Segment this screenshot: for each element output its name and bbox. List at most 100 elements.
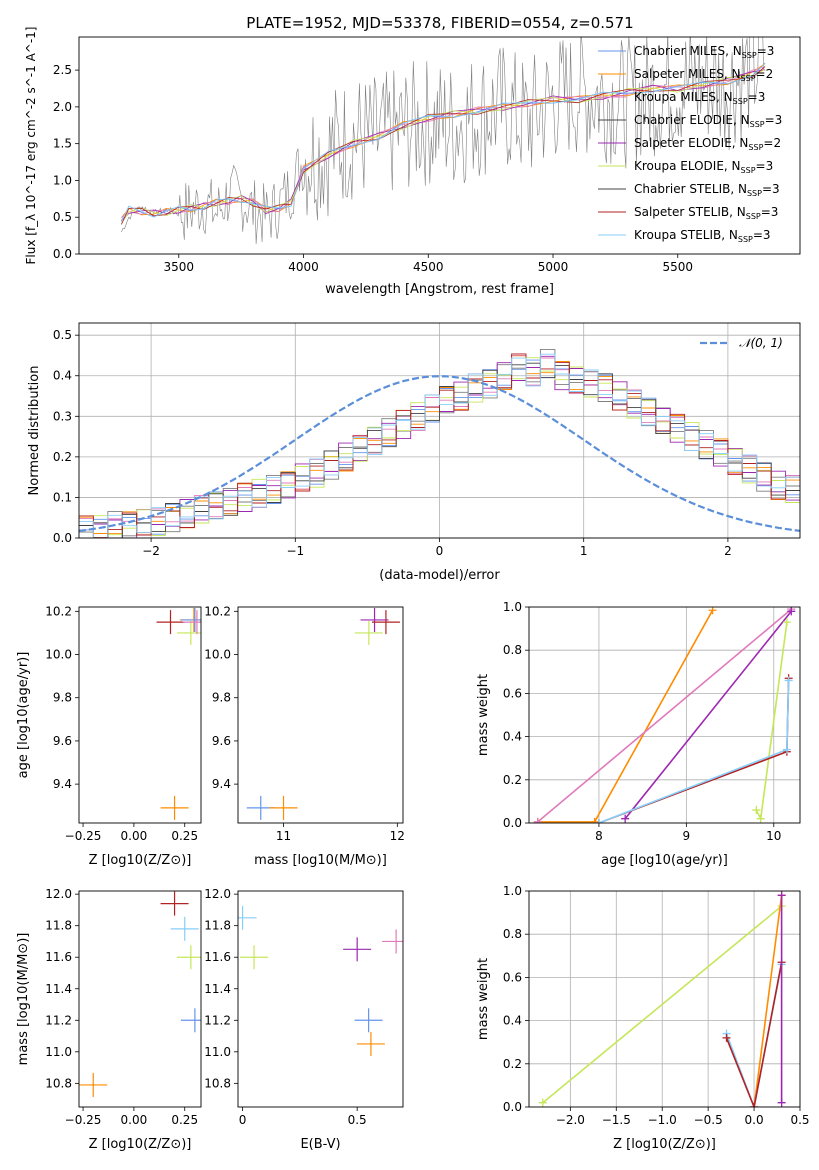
age-vs-mass-ytick-label: 9.4 [212,777,231,791]
weight-series-line [542,905,783,1104]
weight-series-line [537,608,792,823]
weight-vs-age-xtick-label: 9 [683,829,691,843]
weight-series-line [753,895,783,1107]
mass-vs-z-ytick-label: 12.0 [45,887,72,901]
age-vs-z-ytick-label: 10.0 [45,648,72,662]
weight-marker [777,1098,786,1107]
weight-vs-z-ytick-label: 0.6 [503,970,522,984]
spectrum-xtick-label: 4500 [413,260,444,274]
mass-vs-z-panel [75,890,202,1111]
spectrum-legend-label: Chabrier ELODIE, NSSP=3 [634,113,782,129]
residuals-plot-area [79,323,800,538]
weight-vs-age-ytick-label: 0.4 [503,730,522,744]
age-vs-z-xtick-label: −0.25 [65,829,102,843]
mass-vs-z-xtick-label: 0.00 [121,1113,148,1127]
weight-vs-z-xtick-label: −0.5 [694,1113,723,1127]
spectrum-ytick-label: 1.5 [53,137,72,151]
gaussian-curve [79,375,800,532]
weight-marker [756,814,765,823]
spectrum-legend-label: Chabrier STELIB, NSSP=3 [634,182,780,198]
mass-vs-ebv-xtick-label: 0 [239,1113,247,1127]
spectrum-xtick-label: 4000 [288,260,319,274]
weight-vs-age-ytick-label: 0.6 [503,686,522,700]
weight-series-line [725,962,783,1107]
legend-subscript: SSP [741,74,756,83]
residuals-frame [78,322,801,539]
age-vs-mass-plot-area [246,607,400,820]
legend-text: =2 [756,67,774,81]
legend-text: =2 [763,136,781,150]
residuals-xtick-label: −2 [142,544,160,558]
legend-text: Salpeter STELIB, N [634,205,746,219]
weight-vs-age-xlabel: age [log10(age/yr)] [601,853,728,868]
legend-text: =3 [762,182,780,196]
legend-text: =3 [757,44,775,58]
mass-vs-z-xlabel: Z [log10(Z/Z⊙)] [89,1137,192,1152]
spectrum-legend-label: Kroupa STELIB, NSSP=3 [634,228,771,244]
age-vs-z-xlabel: Z [log10(Z/Z⊙)] [89,853,192,868]
weight-vs-z-xtick-label: −1.5 [602,1113,631,1127]
age-vs-z-ylabel: age [log10(age/yr)] [16,652,31,779]
weight-vs-age-ytick-label: 0.2 [503,773,522,787]
legend-subscript: SSP [733,97,748,106]
weight-vs-z-plot-area [529,891,800,1107]
mass-vs-ebv-ytick-label: 11.4 [204,982,231,996]
weight-marker [784,676,793,685]
spectrum-legend-label: Kroupa MILES, NSSP=3 [634,90,765,106]
age-vs-z-ytick-label: 9.4 [53,777,72,791]
age-vs-z-panel [75,606,202,827]
residuals-ytick-label: 0.2 [53,450,72,464]
mass-vs-z-ytick-label: 11.4 [45,982,72,996]
mass-vs-ebv-ytick-label: 11.6 [204,950,231,964]
residuals-ytick-label: 0.0 [53,531,72,545]
weight-vs-z-ylabel: mass weight [476,958,491,1040]
weight-vs-age-plot-area [529,607,800,823]
age-vs-mass-xtick-label: 11 [276,829,291,843]
weight-series-line [624,610,792,820]
legend-text: Salpeter ELODIE, N [634,136,748,150]
legend-text: Chabrier MILES, N [634,44,742,58]
mass-vs-z-plot-area [79,891,201,1097]
age-vs-z-ytick-label: 10.2 [45,604,72,618]
mass-vs-z-frame [78,890,202,1108]
residuals-panel [75,322,801,542]
residuals-xtick-label: −1 [286,544,304,558]
mass-vs-ebv-plot-area [238,905,403,1056]
mass-vs-z-ytick-label: 10.8 [45,1076,72,1090]
weight-vs-age-ylabel: mass weight [476,674,491,756]
spectrum-plot-area [121,37,766,245]
residuals-xlabel: (data-model)/error [379,568,500,583]
weight-vs-z-ytick-label: 0.8 [503,927,522,941]
residuals-xtick-label: 2 [724,544,732,558]
age-vs-mass-ytick-label: 10.0 [204,648,231,662]
weight-vs-z-xtick-label: 0.5 [790,1113,809,1127]
spectrum-ytick-label: 0.0 [53,247,72,261]
legend-subscript: SSP [746,212,761,221]
mass-vs-z-ytick-label: 11.0 [45,1045,72,1059]
weight-series-line [598,678,790,823]
weight-marker [777,891,786,900]
weight-vs-age-ytick-label: 0.8 [503,643,522,657]
weight-vs-z-frame [528,890,801,1108]
weight-vs-z-ytick-label: 0.4 [503,1014,522,1028]
spectrum-frame [78,36,801,255]
age-vs-z-xtick-label: 0.00 [121,829,148,843]
spectrum-ytick-label: 0.5 [53,210,72,224]
legend-text: Kroupa ELODIE, N [634,159,741,173]
spectrum-legend-label: Kroupa ELODIE, NSSP=3 [634,159,773,175]
spectrum-model-line [121,63,766,223]
weight-marker [590,817,599,823]
residuals-ytick-label: 0.1 [53,490,72,504]
mass-vs-ebv-ytick-label: 11.8 [204,919,231,933]
weight-marker [538,1098,547,1107]
spectrum-xtick-label: 5500 [662,260,693,274]
spectrum-xtick-label: 3500 [164,260,195,274]
weight-vs-z-ytick-label: 0.2 [503,1057,522,1071]
legend-subscript: SSP [742,51,757,60]
spectrum-ytick-label: 2.5 [53,63,72,77]
age-vs-z-ytick-label: 9.8 [53,691,72,705]
weight-marker [708,607,717,615]
weight-vs-z-ytick-label: 1.0 [503,884,522,898]
